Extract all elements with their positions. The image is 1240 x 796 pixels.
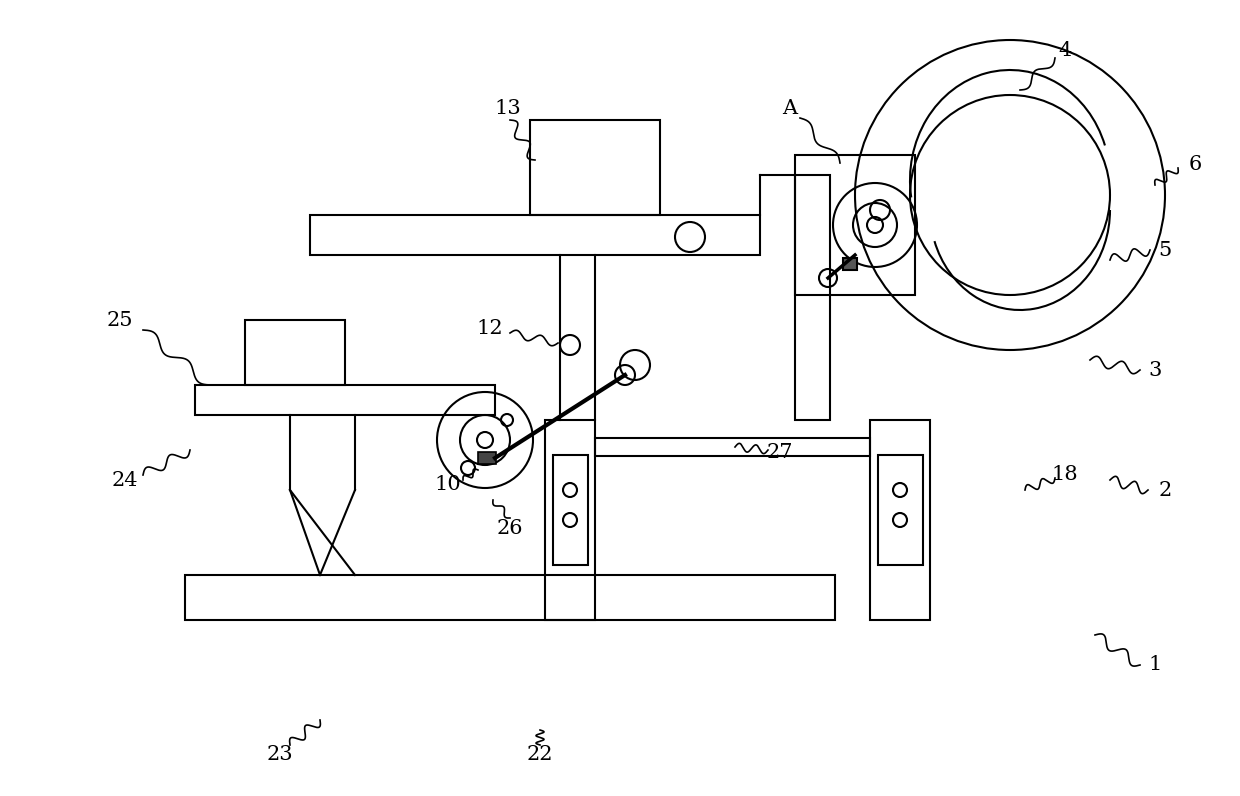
Text: 27: 27: [766, 443, 794, 462]
Bar: [878, 455, 923, 565]
Bar: [310, 215, 760, 255]
Text: 6: 6: [1188, 155, 1202, 174]
Bar: [795, 175, 830, 420]
Text: A: A: [782, 99, 797, 118]
Text: 10: 10: [435, 475, 461, 494]
Text: 22: 22: [527, 746, 553, 764]
Bar: [870, 420, 930, 620]
Text: 5: 5: [1158, 240, 1172, 259]
Text: 18: 18: [1052, 466, 1079, 485]
Text: 4: 4: [1059, 41, 1071, 60]
Bar: [195, 385, 495, 415]
Text: 13: 13: [495, 99, 521, 118]
Bar: [553, 455, 588, 565]
Bar: [185, 575, 835, 620]
Bar: [595, 438, 870, 456]
Text: 26: 26: [497, 518, 523, 537]
Text: 25: 25: [107, 310, 133, 330]
Text: 2: 2: [1158, 481, 1172, 500]
Text: 1: 1: [1148, 655, 1162, 674]
Bar: [546, 420, 595, 620]
Text: 12: 12: [476, 318, 503, 338]
Bar: [529, 120, 660, 215]
Text: 23: 23: [267, 746, 294, 764]
Text: 3: 3: [1148, 361, 1162, 380]
Bar: [477, 452, 496, 464]
Bar: [246, 320, 345, 385]
Text: 24: 24: [112, 470, 138, 490]
Bar: [843, 258, 857, 270]
Bar: [795, 155, 915, 295]
